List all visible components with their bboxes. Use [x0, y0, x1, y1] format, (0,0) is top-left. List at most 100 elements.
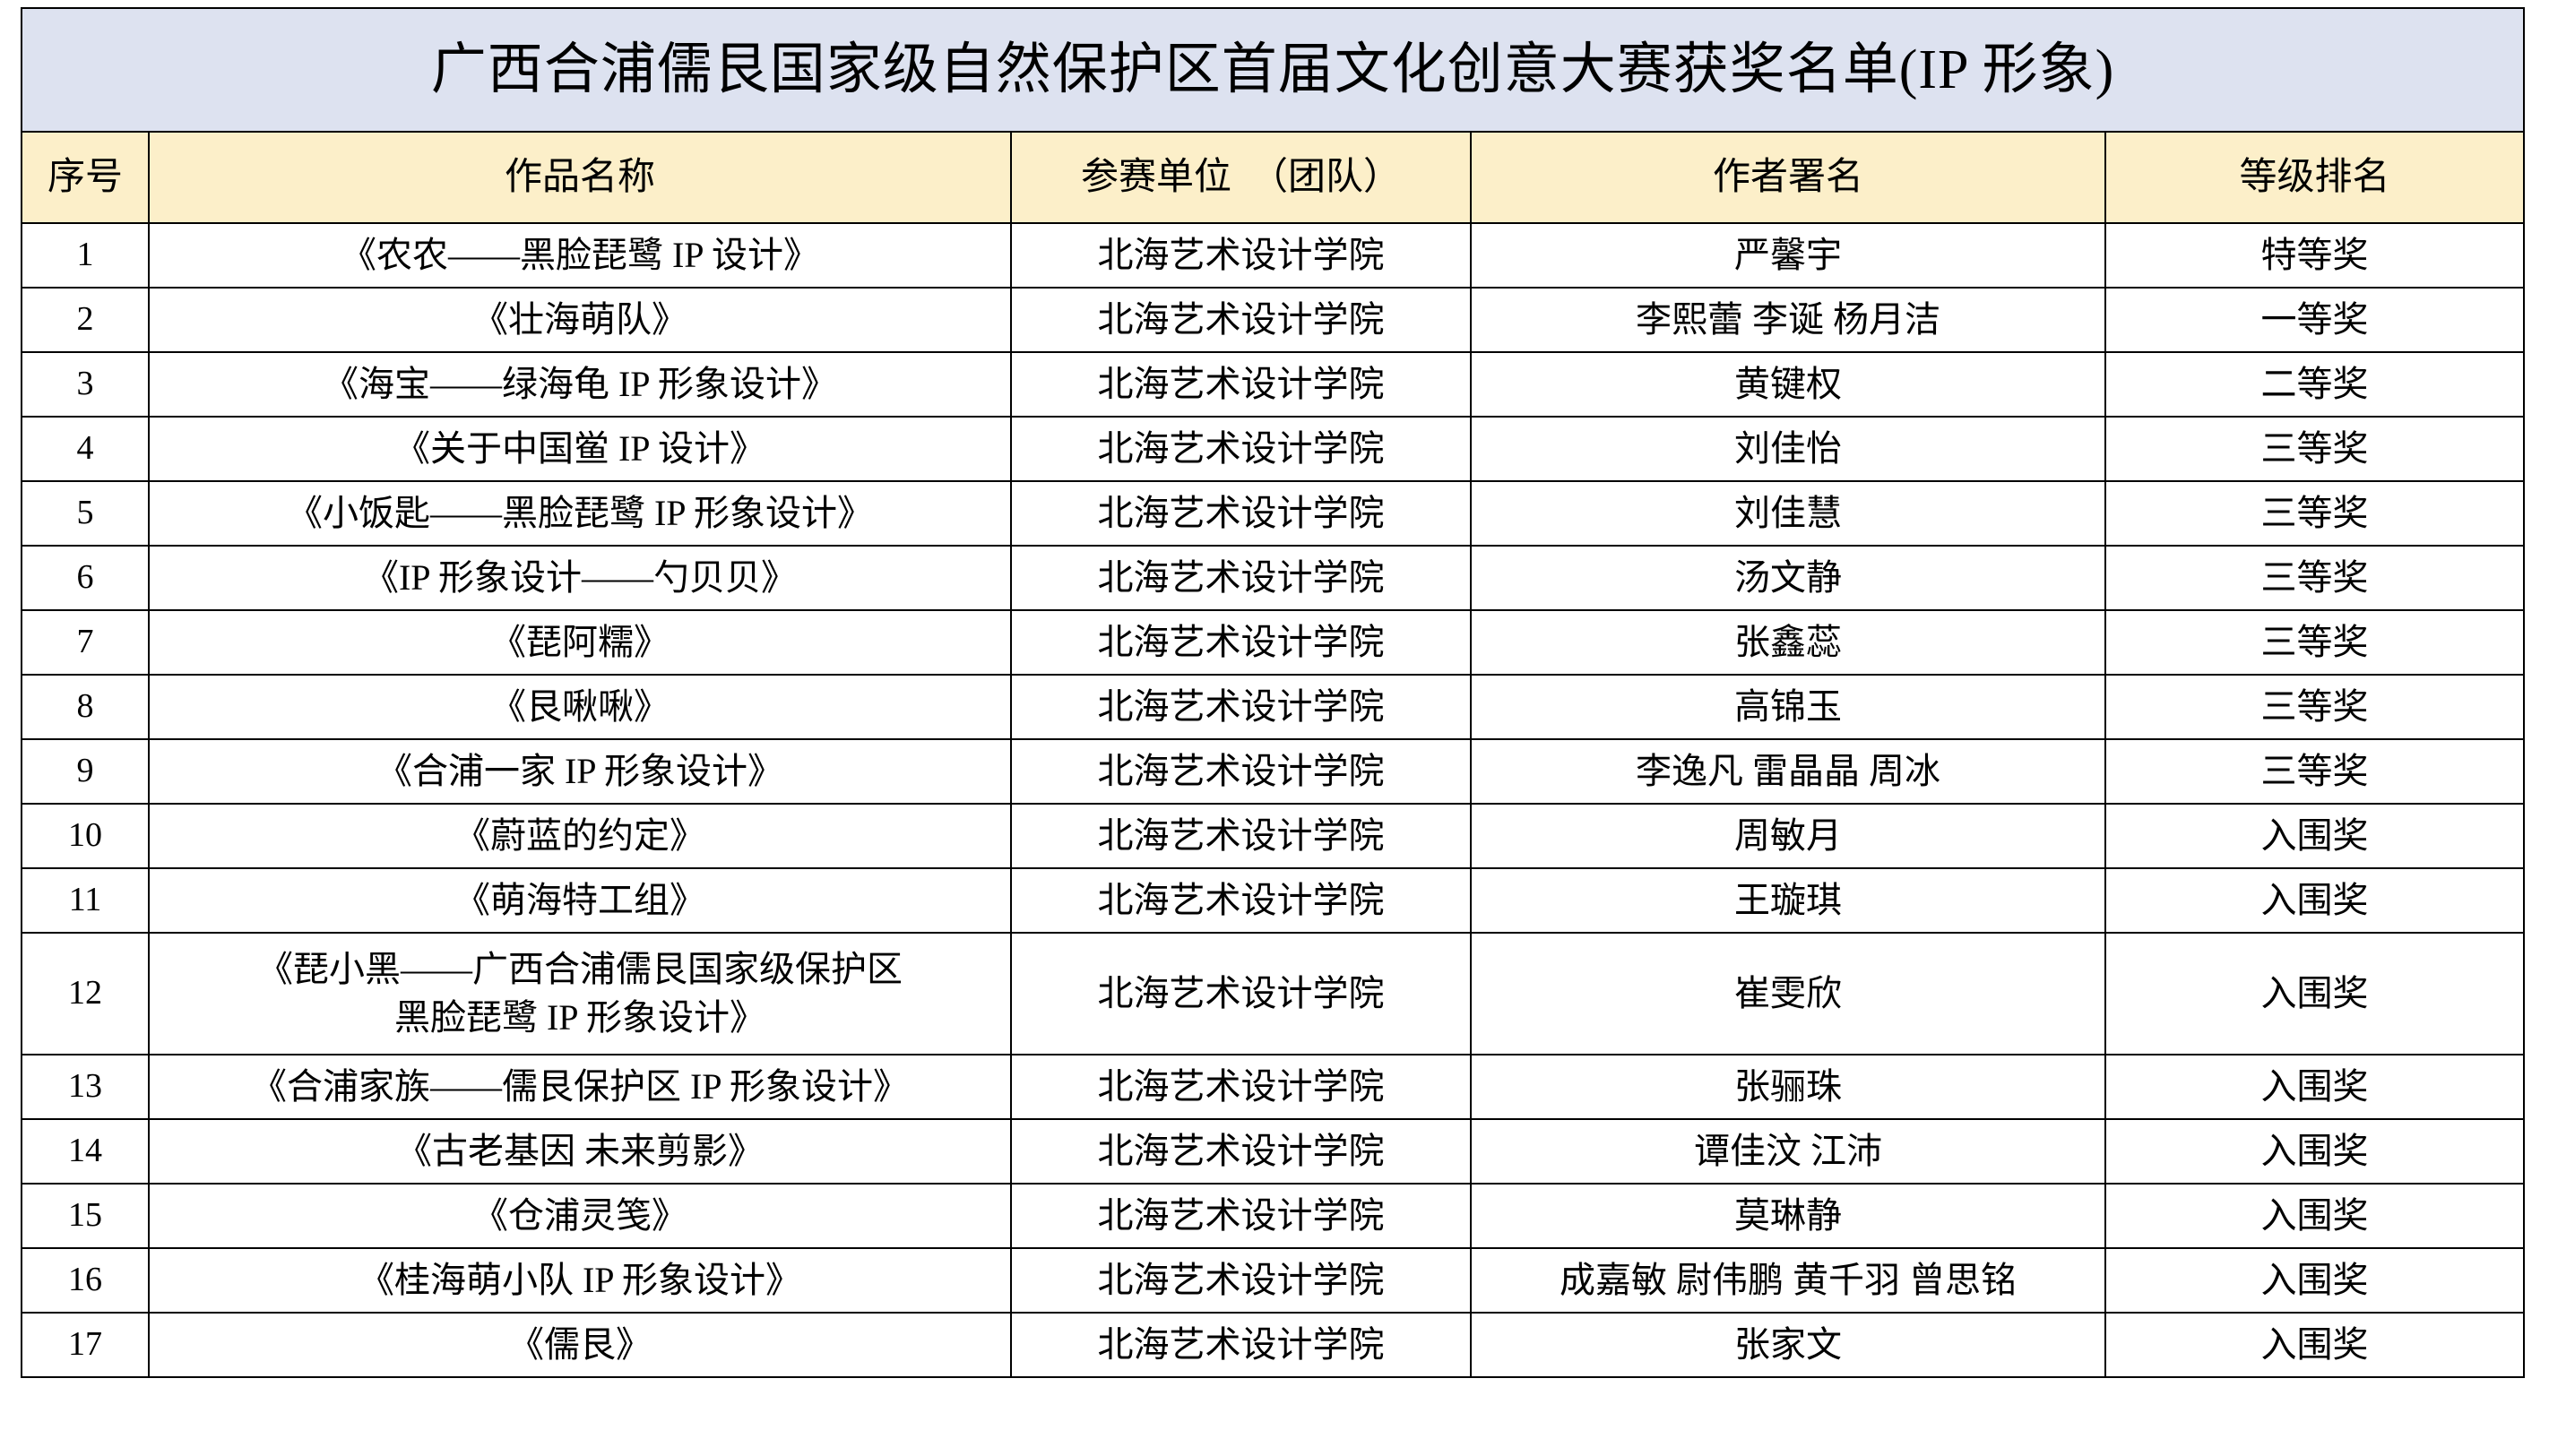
cell-work-title: 《琵小黑——广西合浦儒艮国家级保护区 黑脸琵鹭 IP 形象设计》 [148, 932, 1012, 1055]
cell-author-signature: 谭佳汶 江沛 [1470, 1118, 2106, 1185]
column-header-author: 作者署名 [1470, 131, 2106, 224]
cell-work-title: 《古老基因 未来剪影》 [148, 1118, 1012, 1185]
award-list-table: 广西合浦儒艮国家级自然保护区首届文化创意大赛获奖名单(IP 形象) 序号 作品名… [21, 7, 2525, 1378]
cell-work-title: 《萌海特工组》 [148, 867, 1012, 934]
cell-author-signature: 高锦玉 [1470, 674, 2106, 740]
cell-author-signature: 严馨宇 [1470, 222, 2106, 289]
cell-award-rank: 三等奖 [2104, 738, 2525, 805]
cell-work-title: 《合浦家族——儒艮保护区 IP 形象设计》 [148, 1054, 1012, 1120]
cell-award-rank: 二等奖 [2104, 351, 2525, 418]
cell-work-title: 《关于中国鲎 IP 设计》 [148, 416, 1012, 482]
cell-work-title: 《蔚蓝的约定》 [148, 803, 1012, 869]
cell-index: 10 [21, 803, 150, 869]
table-row: 9 《合浦一家 IP 形象设计》 北海艺术设计学院 李逸凡 雷晶晶 周冰 三等奖 [21, 738, 2525, 805]
cell-award-rank: 入围奖 [2104, 803, 2525, 869]
cell-participating-unit: 北海艺术设计学院 [1010, 1247, 1472, 1314]
table-row: 10 《蔚蓝的约定》 北海艺术设计学院 周敏月 入围奖 [21, 803, 2525, 869]
cell-work-title: 《桂海萌小队 IP 形象设计》 [148, 1247, 1012, 1314]
table-row: 8 《艮啾啾》 北海艺术设计学院 高锦玉 三等奖 [21, 674, 2525, 740]
cell-index: 1 [21, 222, 150, 289]
cell-work-title: 《合浦一家 IP 形象设计》 [148, 738, 1012, 805]
cell-award-rank: 一等奖 [2104, 287, 2525, 353]
cell-index: 11 [21, 867, 150, 934]
cell-participating-unit: 北海艺术设计学院 [1010, 222, 1472, 289]
cell-author-signature: 刘佳怡 [1470, 416, 2106, 482]
table-row: 6 《IP 形象设计——勺贝贝》 北海艺术设计学院 汤文静 三等奖 [21, 545, 2525, 611]
cell-index: 7 [21, 609, 150, 676]
table-row: 16 《桂海萌小队 IP 形象设计》 北海艺术设计学院 成嘉敏 尉伟鹏 黄千羽 曾思铭… [21, 1247, 2525, 1314]
cell-index: 14 [21, 1118, 150, 1185]
cell-participating-unit: 北海艺术设计学院 [1010, 287, 1472, 353]
cell-work-title: 《儒艮》 [148, 1312, 1012, 1378]
cell-index: 12 [21, 932, 150, 1055]
cell-author-signature: 张鑫蕊 [1470, 609, 2106, 676]
cell-participating-unit: 北海艺术设计学院 [1010, 1118, 1472, 1185]
table-row: 17 《儒艮》 北海艺术设计学院 张家文 入围奖 [21, 1312, 2525, 1378]
table-title-row: 广西合浦儒艮国家级自然保护区首届文化创意大赛获奖名单(IP 形象) [21, 7, 2525, 133]
table-row: 13 《合浦家族——儒艮保护区 IP 形象设计》 北海艺术设计学院 张骊珠 入围奖 [21, 1054, 2525, 1120]
cell-award-rank: 入围奖 [2104, 1247, 2525, 1314]
cell-author-signature: 黄键权 [1470, 351, 2106, 418]
cell-index: 9 [21, 738, 150, 805]
cell-participating-unit: 北海艺术设计学院 [1010, 932, 1472, 1055]
cell-author-signature: 李熙蕾 李诞 杨月洁 [1470, 287, 2106, 353]
column-header-index: 序号 [21, 131, 150, 224]
table-row: 1 《农农——黑脸琵鹭 IP 设计》 北海艺术设计学院 严馨宇 特等奖 [21, 222, 2525, 289]
cell-work-title: 《仓浦灵笺》 [148, 1183, 1012, 1249]
table-row: 11 《萌海特工组》 北海艺术设计学院 王璇琪 入围奖 [21, 867, 2525, 934]
cell-index: 15 [21, 1183, 150, 1249]
column-header-title: 作品名称 [148, 131, 1012, 224]
table-header-row: 序号 作品名称 参赛单位 （团队） 作者署名 等级排名 [21, 131, 2525, 224]
cell-index: 5 [21, 480, 150, 547]
cell-index: 2 [21, 287, 150, 353]
cell-award-rank: 入围奖 [2104, 1312, 2525, 1378]
cell-participating-unit: 北海艺术设计学院 [1010, 480, 1472, 547]
cell-participating-unit: 北海艺术设计学院 [1010, 545, 1472, 611]
cell-award-rank: 入围奖 [2104, 1183, 2525, 1249]
cell-author-signature: 崔雯欣 [1470, 932, 2106, 1055]
cell-work-title: 《壮海萌队》 [148, 287, 1012, 353]
cell-author-signature: 成嘉敏 尉伟鹏 黄千羽 曾思铭 [1470, 1247, 2106, 1314]
cell-work-title: 《艮啾啾》 [148, 674, 1012, 740]
cell-index: 8 [21, 674, 150, 740]
work-title-line-1: 《琵小黑——广西合浦儒艮国家级保护区 [257, 949, 903, 989]
cell-award-rank: 入围奖 [2104, 1118, 2525, 1185]
cell-index: 17 [21, 1312, 150, 1378]
table-row: 4 《关于中国鲎 IP 设计》 北海艺术设计学院 刘佳怡 三等奖 [21, 416, 2525, 482]
cell-author-signature: 周敏月 [1470, 803, 2106, 869]
table-row: 2 《壮海萌队》 北海艺术设计学院 李熙蕾 李诞 杨月洁 一等奖 [21, 287, 2525, 353]
cell-author-signature: 张骊珠 [1470, 1054, 2106, 1120]
column-header-rank: 等级排名 [2104, 131, 2525, 224]
cell-award-rank: 特等奖 [2104, 222, 2525, 289]
cell-work-title: 《IP 形象设计——勺贝贝》 [148, 545, 1012, 611]
cell-award-rank: 三等奖 [2104, 416, 2525, 482]
cell-author-signature: 李逸凡 雷晶晶 周冰 [1470, 738, 2106, 805]
cell-participating-unit: 北海艺术设计学院 [1010, 738, 1472, 805]
table-row: 5 《小饭匙——黑脸琵鹭 IP 形象设计》 北海艺术设计学院 刘佳慧 三等奖 [21, 480, 2525, 547]
cell-author-signature: 汤文静 [1470, 545, 2106, 611]
cell-participating-unit: 北海艺术设计学院 [1010, 1054, 1472, 1120]
table-row: 7 《琵阿糯》 北海艺术设计学院 张鑫蕊 三等奖 [21, 609, 2525, 676]
work-title-line-2: 黑脸琵鹭 IP 形象设计》 [393, 997, 766, 1038]
cell-participating-unit: 北海艺术设计学院 [1010, 609, 1472, 676]
cell-work-title: 《海宝——绿海龟 IP 形象设计》 [148, 351, 1012, 418]
cell-award-rank: 三等奖 [2104, 674, 2525, 740]
cell-award-rank: 入围奖 [2104, 1054, 2525, 1120]
cell-index: 4 [21, 416, 150, 482]
cell-award-rank: 三等奖 [2104, 545, 2525, 611]
cell-index: 6 [21, 545, 150, 611]
cell-index: 16 [21, 1247, 150, 1314]
table-row: 14 《古老基因 未来剪影》 北海艺术设计学院 谭佳汶 江沛 入围奖 [21, 1118, 2525, 1185]
cell-award-rank: 入围奖 [2104, 867, 2525, 934]
cell-participating-unit: 北海艺术设计学院 [1010, 803, 1472, 869]
cell-award-rank: 三等奖 [2104, 609, 2525, 676]
cell-author-signature: 莫琳静 [1470, 1183, 2106, 1249]
cell-participating-unit: 北海艺术设计学院 [1010, 674, 1472, 740]
spreadsheet-sheet: 广西合浦儒艮国家级自然保护区首届文化创意大赛获奖名单(IP 形象) 序号 作品名… [21, 7, 2525, 1378]
table-row: 3 《海宝——绿海龟 IP 形象设计》 北海艺术设计学院 黄键权 二等奖 [21, 351, 2525, 418]
cell-work-title: 《琵阿糯》 [148, 609, 1012, 676]
cell-author-signature: 王璇琪 [1470, 867, 2106, 934]
column-header-unit: 参赛单位 （团队） [1010, 131, 1472, 224]
cell-participating-unit: 北海艺术设计学院 [1010, 1312, 1472, 1378]
cell-work-title: 《农农——黑脸琵鹭 IP 设计》 [148, 222, 1012, 289]
